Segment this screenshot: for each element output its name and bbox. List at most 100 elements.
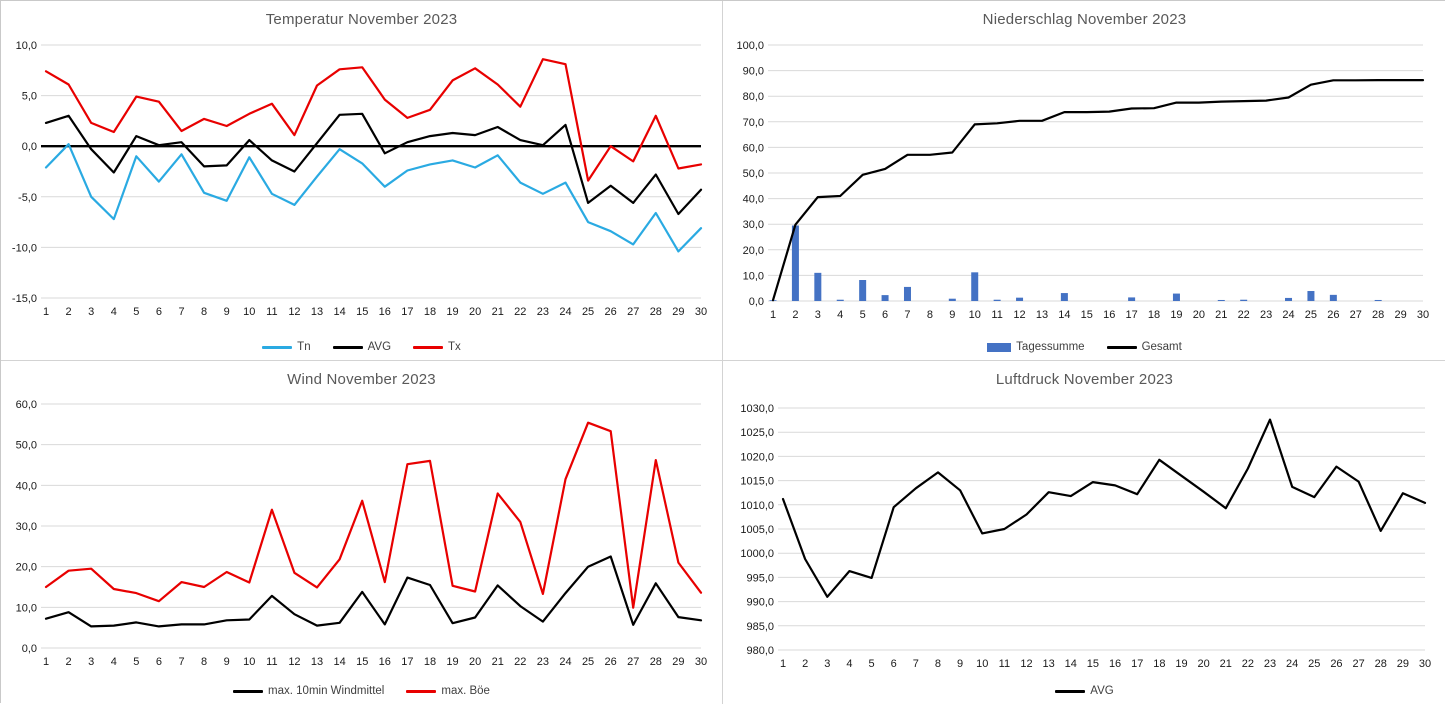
svg-text:11: 11 [266, 306, 277, 318]
svg-text:5,0: 5,0 [22, 91, 37, 103]
legend-item-avg: AVG [332, 341, 392, 353]
svg-text:985,0: 985,0 [746, 621, 774, 633]
svg-text:3: 3 [88, 306, 94, 318]
svg-text:12: 12 [1013, 309, 1025, 321]
svg-text:28: 28 [650, 656, 662, 668]
svg-text:60,0: 60,0 [743, 142, 764, 154]
svg-text:6: 6 [882, 309, 888, 321]
svg-text:10,0: 10,0 [16, 40, 37, 52]
svg-text:28: 28 [1372, 309, 1384, 321]
temperature-chart-legend: Tn AVG Tx [1, 341, 722, 353]
svg-text:8: 8 [935, 658, 941, 670]
temperature-chart-canvas: -15,0-10,0-5,00,05,010,01 2 3 4 5 6 7 8 9 10 11 12 1… [12, 40, 707, 318]
svg-text:28: 28 [1375, 658, 1387, 670]
svg-text:21: 21 [492, 656, 504, 668]
svg-text:4: 4 [111, 656, 117, 668]
svg-text:19: 19 [446, 656, 458, 668]
max-b-e-line-series [44, 421, 703, 609]
svg-text:1005,0: 1005,0 [740, 524, 774, 536]
legend-swatch-tagessumme [987, 342, 1012, 352]
svg-text:40,0: 40,0 [16, 480, 37, 492]
precipitation-chart-canvas: 0,0 10,0 20,0 30,0 40,0 50,0 60,0 70,0 80,0 90,0 1… [736, 40, 1429, 321]
svg-text:80,0: 80,0 [743, 91, 764, 103]
svg-text:4: 4 [111, 306, 117, 318]
svg-text:8: 8 [201, 306, 207, 318]
svg-text:7: 7 [904, 309, 910, 321]
precipitation-chart-title: Niederschlag November 2023 [982, 11, 1187, 28]
svg-text:40,0: 40,0 [743, 194, 764, 206]
svg-text:12: 12 [1020, 658, 1032, 670]
gridlines [41, 403, 701, 649]
svg-text:6: 6 [156, 656, 162, 668]
svg-text:10: 10 [243, 656, 255, 668]
x-axis-tick-labels: 1 2 3 4 5 6 7 8 9 10 11 12 13 14 15 16 17 18 19 20 21 22 23 24 2… [43, 656, 707, 668]
legend-item-avg: AVG [1055, 685, 1114, 697]
wind-chart-legend: max. 10min Windmittel max. Böe [1, 685, 722, 697]
pressure-chart-title: Luftdruck November 2023 [995, 371, 1174, 388]
svg-text:4: 4 [846, 658, 852, 670]
svg-text:24: 24 [1286, 658, 1298, 670]
svg-text:15: 15 [356, 656, 368, 668]
avg-line-series [781, 418, 1427, 598]
svg-text:20,0: 20,0 [16, 562, 37, 574]
svg-text:2: 2 [66, 306, 72, 318]
svg-text:24: 24 [559, 656, 571, 668]
legend-swatch-gesamt [1106, 345, 1137, 349]
svg-text:995,0: 995,0 [746, 572, 774, 584]
svg-text:29: 29 [672, 306, 684, 318]
legend-label: AVG [367, 341, 392, 353]
legend-label: Tx [448, 341, 461, 353]
legend-item-max-10min-windmittel: max. 10min Windmittel [233, 685, 384, 697]
svg-text:22: 22 [1238, 309, 1250, 321]
svg-text:9: 9 [224, 656, 230, 668]
svg-text:24: 24 [559, 306, 571, 318]
svg-text:13: 13 [1036, 309, 1048, 321]
svg-text:50,0: 50,0 [16, 440, 37, 452]
svg-text:1: 1 [43, 656, 49, 668]
svg-text:21: 21 [492, 306, 504, 318]
svg-text:26: 26 [1327, 309, 1339, 321]
legend-swatch-avg [1055, 689, 1086, 693]
svg-text:8: 8 [201, 656, 207, 668]
svg-text:23: 23 [537, 656, 549, 668]
svg-text:27: 27 [627, 306, 639, 318]
svg-text:90,0: 90,0 [743, 66, 764, 78]
svg-text:2: 2 [792, 309, 798, 321]
y-axis-tick-labels: 980,0 985,0 990,0 995,0 1000,0 1005,0 1010,0 10… [740, 403, 774, 657]
svg-text:15: 15 [1087, 658, 1099, 670]
wind-chart-title: Wind November 2023 [287, 371, 436, 388]
svg-text:29: 29 [672, 656, 684, 668]
svg-text:60,0: 60,0 [16, 399, 37, 411]
tn-line-series [44, 143, 703, 253]
svg-text:20: 20 [469, 306, 481, 318]
svg-text:14: 14 [333, 306, 345, 318]
temperature-chart-title: Temperatur November 2023 [265, 11, 458, 28]
svg-text:8: 8 [927, 309, 933, 321]
svg-text:15: 15 [356, 306, 368, 318]
svg-text:25: 25 [582, 306, 594, 318]
svg-text:16: 16 [379, 306, 391, 318]
svg-text:30,0: 30,0 [16, 521, 37, 533]
svg-text:14: 14 [333, 656, 345, 668]
x-axis-tick-labels: 1 2 3 4 5 6 7 8 9 10 11 12 13 14 15 16 17 18 19 20 21 22 23 24 2… [43, 306, 707, 318]
legend-swatch-tn [262, 345, 293, 349]
svg-text:10,0: 10,0 [16, 602, 37, 614]
legend-label: Tagessumme [1016, 341, 1085, 353]
svg-text:30: 30 [1419, 658, 1431, 670]
svg-text:10: 10 [976, 658, 988, 670]
y-axis-tick-labels: 0,0 10,0 20,0 30,0 40,0 50,0 60,0 70,0 80,0 90,0 1… [736, 40, 764, 308]
svg-text:29: 29 [1397, 658, 1409, 670]
svg-text:18: 18 [1153, 658, 1165, 670]
svg-text:100,0: 100,0 [736, 40, 764, 52]
svg-text:70,0: 70,0 [743, 117, 764, 129]
svg-text:6: 6 [891, 658, 897, 670]
svg-text:-15,0: -15,0 [12, 293, 37, 305]
svg-text:1015,0: 1015,0 [740, 476, 774, 488]
svg-text:5: 5 [860, 309, 866, 321]
avg-line-series [44, 112, 703, 216]
legend-label: max. Böe [441, 685, 490, 697]
svg-text:14: 14 [1058, 309, 1070, 321]
svg-text:7: 7 [913, 658, 919, 670]
svg-text:25: 25 [1305, 309, 1317, 321]
legend-label: max. 10min Windmittel [268, 685, 385, 697]
